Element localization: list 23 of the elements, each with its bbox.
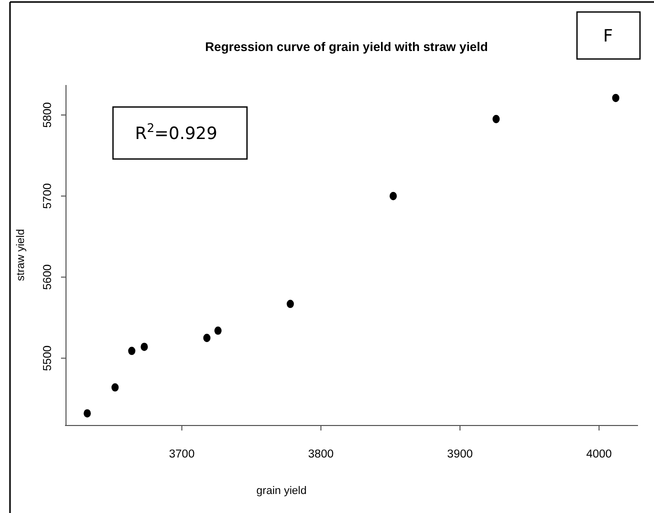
point bbox=[111, 383, 119, 392]
y-tick-label: 5500 bbox=[42, 345, 54, 372]
text: F bbox=[603, 26, 613, 46]
point bbox=[140, 342, 148, 351]
x-axis-title: grain yield bbox=[256, 485, 307, 497]
y-tick-label: 5600 bbox=[42, 264, 54, 290]
point bbox=[203, 334, 210, 342]
annotation: R$^{2}$=0.929 bbox=[135, 121, 218, 144]
point bbox=[492, 114, 500, 124]
x-tick-label: 3800 bbox=[308, 448, 334, 460]
point bbox=[128, 346, 136, 356]
point bbox=[286, 300, 294, 308]
y-tick-label: 5800 bbox=[42, 102, 54, 128]
point bbox=[612, 94, 620, 102]
point bbox=[84, 409, 91, 418]
y-tick-label: 5700 bbox=[42, 183, 54, 209]
x-tick-label: 3900 bbox=[447, 448, 473, 460]
x-tick-label: 4000 bbox=[586, 448, 612, 460]
chart-title: Regression curve of grain yield with straw yield bbox=[205, 40, 488, 54]
y-axis-title: straw yield bbox=[15, 229, 27, 281]
point bbox=[390, 192, 397, 200]
x-tick-label: 3700 bbox=[169, 448, 195, 460]
point bbox=[214, 326, 222, 335]
